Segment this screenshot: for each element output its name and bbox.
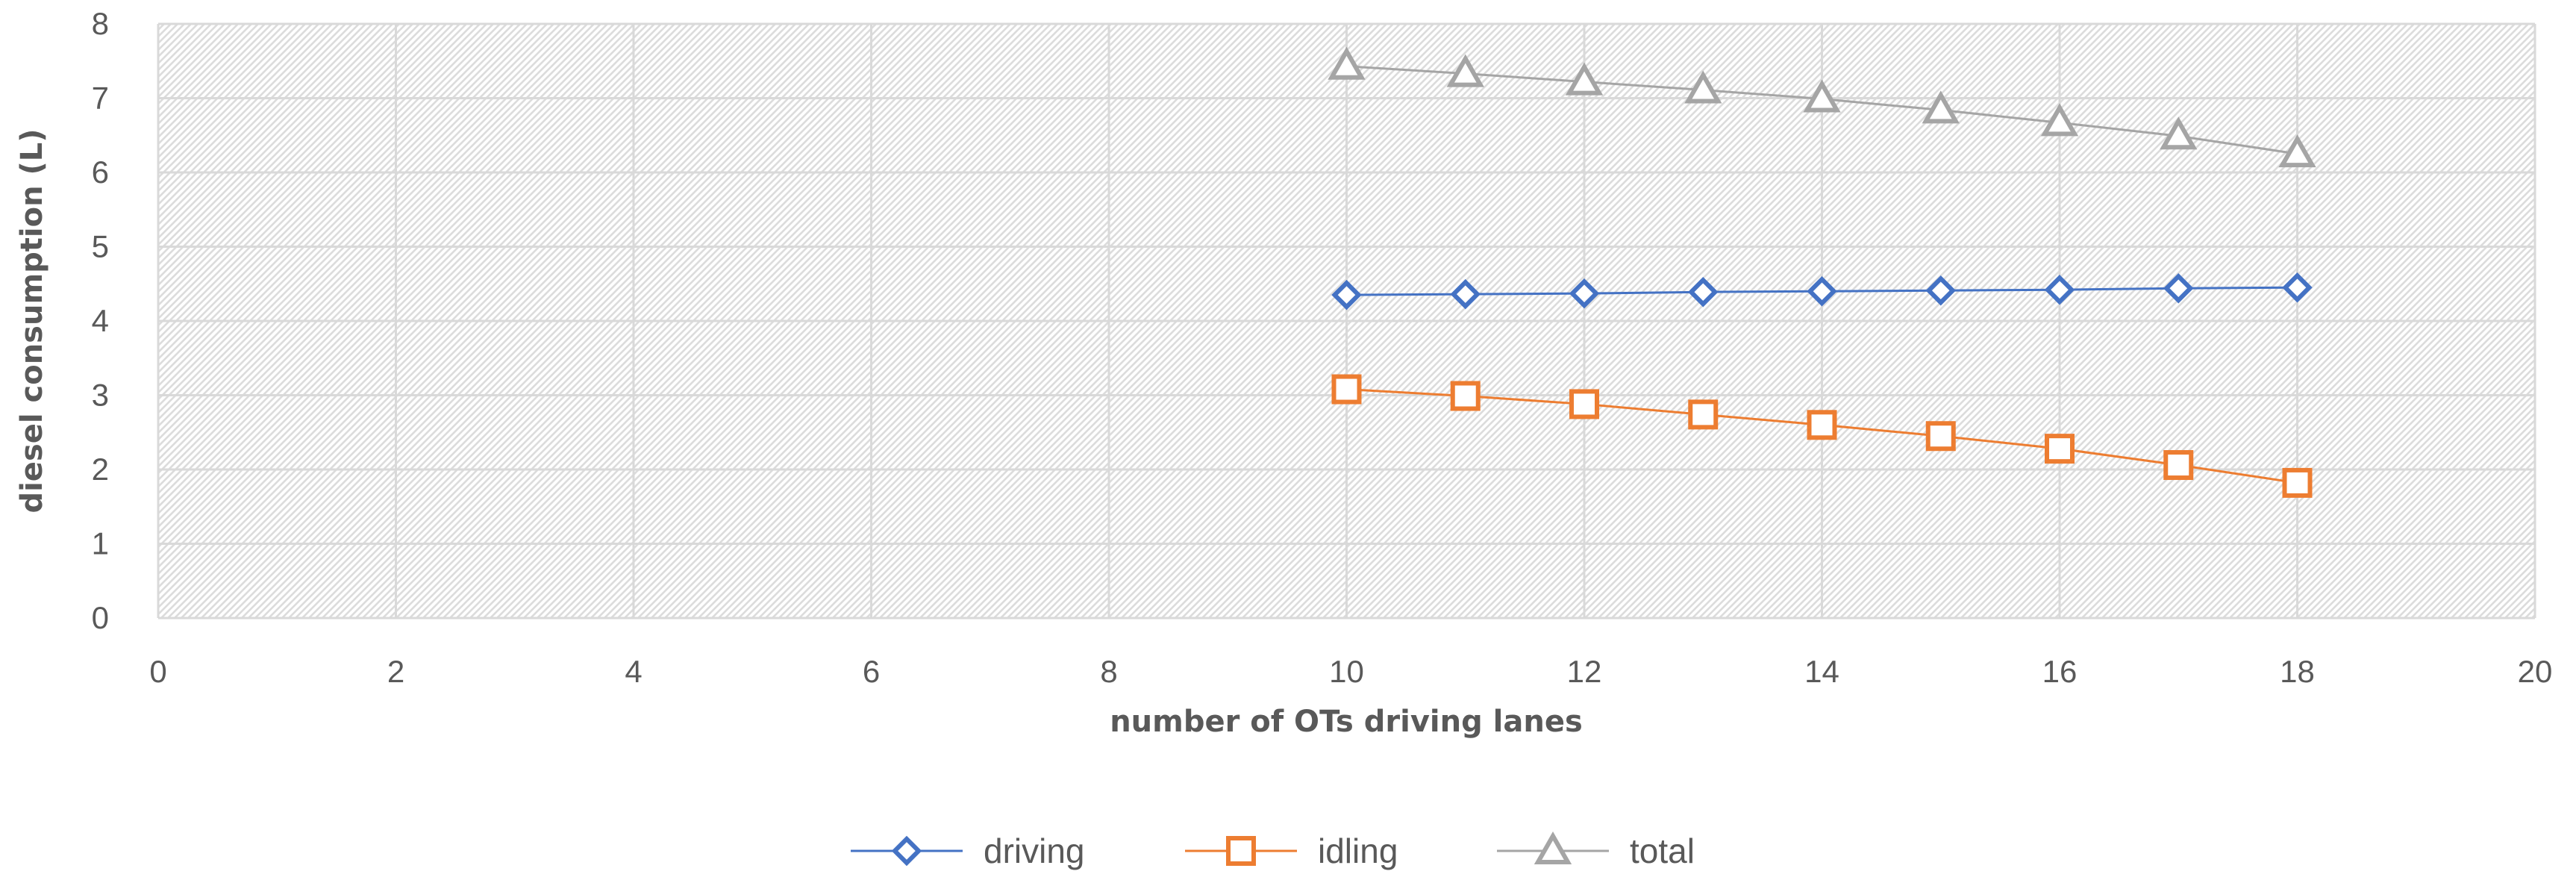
driving-point (1450, 278, 1481, 310)
legend-marker (1226, 836, 1256, 866)
total-point (1922, 90, 1960, 124)
x-tick-label: 20 (2518, 654, 2553, 689)
driving-point (2044, 274, 2075, 305)
x-tick-label: 10 (1329, 654, 1364, 689)
series-idling (1331, 374, 2313, 498)
y-tick-label: 0 (92, 600, 109, 635)
total-point (1446, 54, 1484, 87)
total-point (2278, 134, 2316, 168)
y-tick-label: 5 (92, 229, 109, 264)
legend-item-idling: idling (1185, 831, 1398, 870)
driving-point (2163, 272, 2194, 304)
total-point (2040, 103, 2079, 137)
total-point (2160, 116, 2198, 150)
x-tick-label: 12 (1567, 654, 1602, 689)
y-tick-label: 6 (92, 155, 109, 190)
legend-item-driving: driving (851, 831, 1085, 870)
x-tick-label: 2 (387, 654, 404, 689)
series-layer (1328, 46, 2316, 498)
idling-point (2045, 434, 2075, 464)
driving-point (1331, 279, 1362, 311)
legend-label: driving (984, 831, 1085, 870)
series-driving (1331, 272, 2313, 311)
y-tick-label: 7 (92, 81, 109, 116)
driving-point (1688, 276, 1719, 308)
total-point (1565, 62, 1604, 96)
y-tick-labels: 0 1 2 3 4 5 6 7 8 (92, 6, 109, 635)
idling-point (1925, 421, 1956, 452)
y-axis-title: diesel consumption (L) (15, 128, 49, 513)
idling-point (1331, 374, 1362, 405)
idling-point (1688, 399, 1719, 430)
gridlines (157, 22, 2536, 620)
driving-point (1569, 278, 1600, 309)
x-tick-label: 4 (625, 654, 642, 689)
driving-point (1807, 275, 1837, 307)
legend-label: idling (1318, 831, 1398, 870)
x-tick-label: 16 (2042, 654, 2078, 689)
y-tick-label: 2 (92, 452, 109, 487)
x-tick-label: 8 (1100, 654, 1117, 689)
idling-point (2282, 467, 2313, 498)
idling-point (1569, 389, 1599, 419)
total-point (1328, 46, 1366, 80)
y-tick-label: 4 (92, 303, 109, 338)
y-tick-label: 1 (92, 526, 109, 561)
legend: driving idling total (851, 831, 1695, 870)
legend-label: total (1630, 831, 1695, 870)
driving-point (2282, 272, 2313, 303)
x-tick-label: 0 (149, 654, 166, 689)
legend-marker (891, 835, 922, 867)
idling-point (2163, 450, 2194, 481)
total-point (1684, 70, 1722, 104)
x-axis-title: number of OTs driving lanes (1110, 705, 1583, 739)
series-total (1328, 46, 2316, 168)
x-tick-labels: 0 2 4 6 8 10 12 14 16 18 20 (149, 654, 2552, 689)
x-tick-label: 6 (863, 654, 880, 689)
y-tick-label: 3 (92, 378, 109, 413)
legend-marker (1534, 831, 1572, 864)
x-tick-label: 18 (2280, 654, 2315, 689)
y-tick-label: 8 (92, 6, 109, 41)
driving-point (1925, 275, 1956, 306)
idling-point (1807, 410, 1837, 440)
idling-point (1450, 381, 1481, 411)
legend-item-total: total (1497, 831, 1695, 870)
x-tick-label: 14 (1804, 654, 1839, 689)
total-point (1803, 79, 1841, 113)
